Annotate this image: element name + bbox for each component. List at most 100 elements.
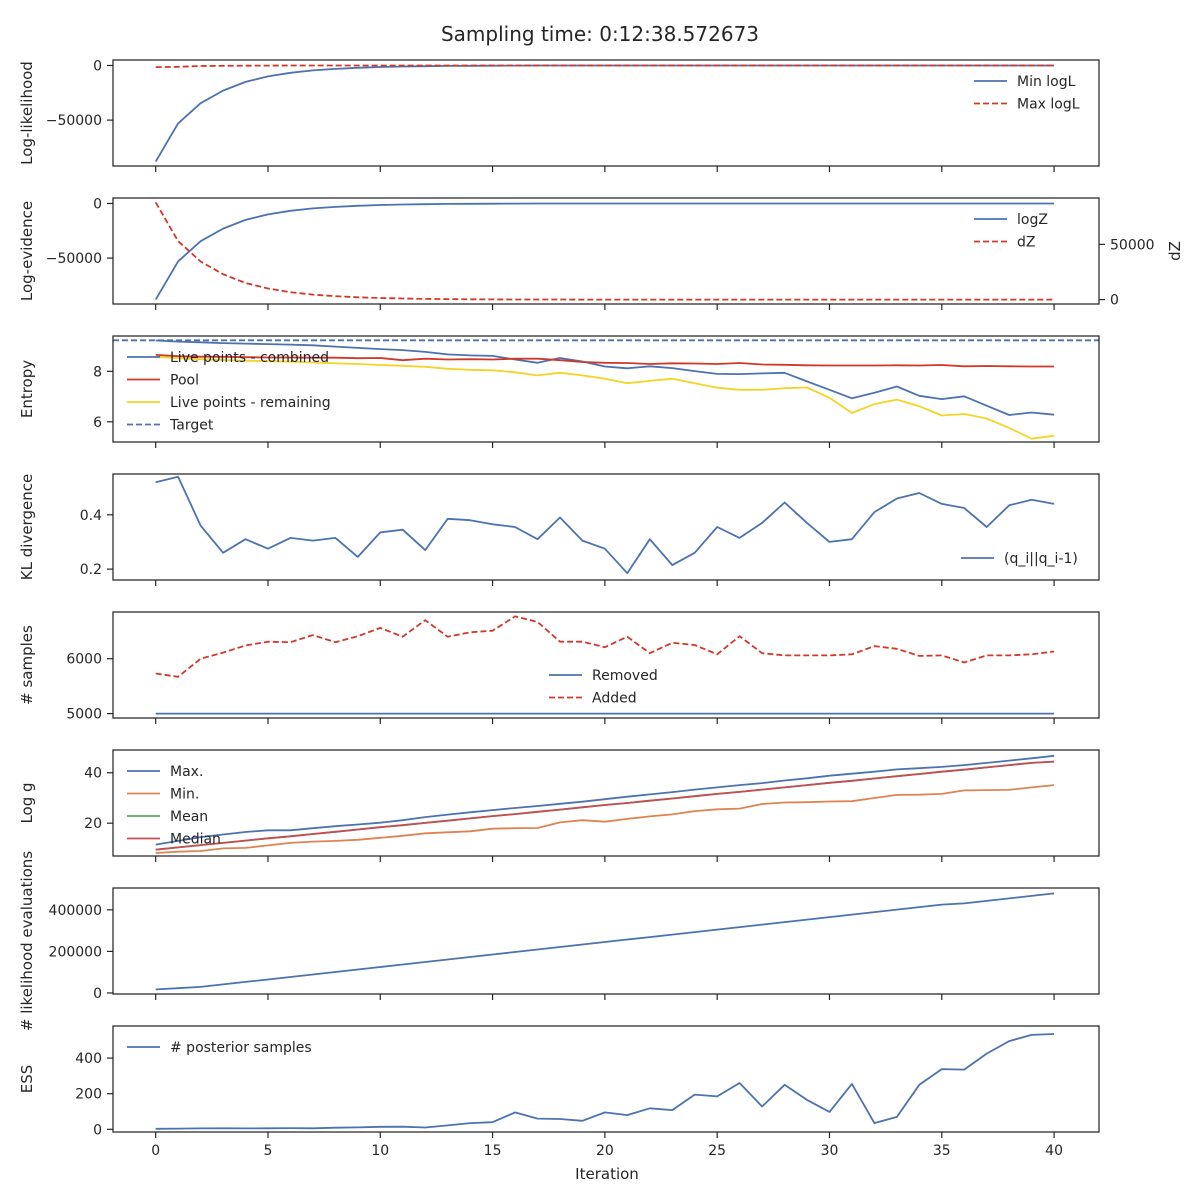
axes-frame [112, 611, 1100, 719]
axes-frame [112, 197, 1100, 305]
series-line [155, 354, 1055, 368]
axes-frame [112, 1025, 1100, 1133]
y-axis-label: Log-evidence [18, 201, 36, 301]
series-line [154, 64, 1055, 163]
legend-label: Max. [170, 764, 203, 780]
y-tick-label: 400 [75, 1051, 102, 1067]
x-tick-label: 5 [264, 1143, 273, 1159]
series-line [155, 1033, 1055, 1130]
series-line [154, 202, 1055, 301]
x-tick-label: 35 [933, 1143, 951, 1159]
legend-label: Removed [592, 668, 658, 684]
series-line [155, 355, 1055, 440]
y-tick-label: 0 [93, 58, 102, 74]
legend-label: Median [170, 832, 221, 848]
series-line [155, 754, 1055, 846]
legend: Max. Min. Mean Median [127, 764, 221, 848]
plot-lines [155, 754, 1055, 854]
y-tick-label: 400000 [49, 903, 102, 919]
legend: (q_i||q_i-1) [961, 551, 1078, 567]
y-axis-label: Entropy [18, 360, 36, 418]
subplot-7: 0 200000 400000 # likelihood evaluations [18, 851, 1100, 1031]
y-tick-label: 200 [75, 1087, 102, 1103]
figure-title: Sampling time: 0:12:38.572673 [441, 22, 759, 46]
series-line [155, 339, 1055, 416]
legend-label: Min logL [1017, 74, 1076, 90]
y2-axis-label: dZ [1166, 241, 1184, 261]
x-tick-label: 40 [1045, 1143, 1063, 1159]
legend-label: Min. [170, 787, 199, 803]
y-axis-label: # samples [18, 625, 36, 705]
series-line [155, 760, 1055, 851]
y-axis-label: # likelihood evaluations [18, 851, 36, 1031]
x-axis-label: Iteration [575, 1165, 639, 1183]
axes-frame [112, 887, 1100, 995]
x-tick-label: 15 [484, 1143, 502, 1159]
plot-lines [155, 615, 1055, 715]
y-tick-label: −50000 [46, 113, 102, 129]
series-line [155, 64, 1055, 68]
series-line [155, 784, 1055, 854]
legend: # posterior samples [127, 1040, 312, 1056]
x-tick-label: 0 [151, 1143, 160, 1159]
plot-lines [113, 339, 1099, 440]
legend: Live points - combined Pool Live points - … [127, 350, 331, 434]
y-axis-label: Log-likelihood [18, 61, 36, 165]
series-line [155, 615, 1055, 678]
legend-label: (q_i||q_i-1) [1004, 551, 1078, 567]
y-tick-label: 0 [93, 196, 102, 212]
series-line [155, 892, 1055, 991]
plot-lines [154, 64, 1055, 163]
y-axis-label: KL divergence [18, 474, 36, 580]
x-tick-label: 25 [708, 1143, 726, 1159]
y2-tick-label: 50000 [1110, 237, 1155, 253]
series-line [155, 475, 1055, 575]
y-axis-label: Log g [18, 782, 36, 823]
legend-label: Mean [170, 809, 208, 825]
subplot-5: 5000 6000 # samples Removed Added [18, 611, 1100, 724]
subplot-4: 0.2 0.4 KL divergence (q_i||q_i-1) [18, 473, 1100, 586]
y-tick-label: 0.4 [80, 508, 102, 524]
legend-label: Target [169, 418, 214, 434]
y-axis-label: ESS [18, 1065, 36, 1094]
legend-label: Live points - combined [170, 350, 329, 366]
legend-label: Max logL [1017, 97, 1080, 113]
series-line [154, 201, 1055, 301]
subplots: 0 −50000 Log-likelihood Min logL Max logL 0 −5… [18, 58, 1184, 1159]
plot-lines [155, 892, 1055, 991]
legend-label: # posterior samples [170, 1040, 312, 1056]
legend: Removed Added [549, 668, 658, 707]
legend-label: logZ [1017, 212, 1048, 228]
y2-tick-label: 0 [1110, 293, 1119, 309]
legend-label: Pool [170, 373, 199, 389]
legend-label: dZ [1017, 235, 1035, 251]
x-tick-label: 20 [596, 1143, 614, 1159]
y-tick-label: 40 [84, 766, 102, 782]
y-tick-label: 6 [93, 415, 102, 431]
y-tick-label: 0.2 [80, 562, 102, 578]
x-tick-label: 10 [371, 1143, 389, 1159]
legend-label: Added [592, 691, 637, 707]
y-tick-label: 20 [84, 816, 102, 832]
y-tick-label: 0 [93, 1122, 102, 1138]
plot-lines [154, 201, 1055, 301]
axes-frame [112, 749, 1100, 857]
subplot-2: 0 −50000 0 50000 dZ Log-evidence logZ dZ [18, 196, 1184, 310]
y-tick-label: 0 [93, 986, 102, 1002]
legend: Min logL Max logL [974, 74, 1080, 113]
y-tick-label: 200000 [49, 944, 102, 960]
axes-frame [112, 473, 1100, 581]
subplot-1: 0 −50000 Log-likelihood Min logL Max logL [18, 58, 1100, 172]
subplot-6: 20 40 Log g Max. Min. Mean Median [18, 749, 1100, 862]
axes-frame [112, 59, 1100, 167]
plot-lines [155, 1033, 1055, 1130]
y-tick-label: 8 [93, 364, 102, 380]
legend-label: Live points - remaining [170, 395, 331, 411]
y-tick-label: −50000 [46, 251, 102, 267]
plot-lines [155, 475, 1055, 575]
y-tick-label: 6000 [66, 652, 102, 668]
legend: logZ dZ [974, 212, 1048, 251]
